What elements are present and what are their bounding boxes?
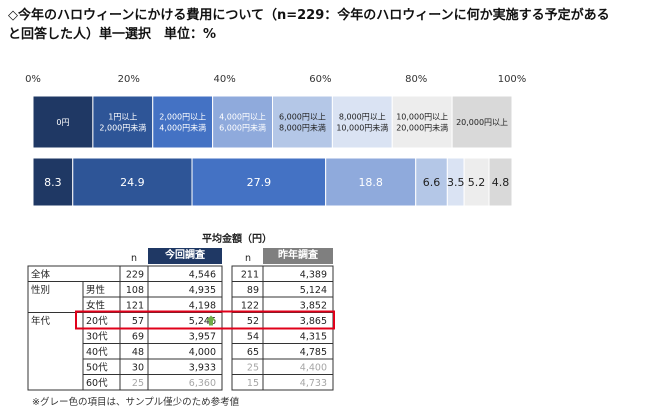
row-sub-label: 女性 <box>86 300 106 312</box>
row-n-previous: 89 <box>247 285 259 296</box>
highlight-box <box>75 310 335 330</box>
avg-amount-header: 平均金額（円） <box>202 234 272 245</box>
legend-label: 2,000円以上 4,000円未満 <box>159 113 206 133</box>
legend-swatch <box>272 95 333 149</box>
row-n-current: 69 <box>132 332 144 343</box>
row-sub-label: 男性 <box>86 284 106 296</box>
row-avg-current: 4,198 <box>189 301 216 312</box>
row-n-current: 229 <box>126 270 144 281</box>
row-sub-label: 20代 <box>86 316 108 327</box>
footnote: ※グレー色の項目は、サンプル僅少のため参考値 <box>32 397 240 408</box>
row-avg-current: 6,360 <box>189 378 216 389</box>
row-n-previous: 52 <box>247 316 259 327</box>
row-n-previous: 65 <box>247 347 259 358</box>
row-avg-previous: 3,852 <box>300 301 327 312</box>
legend-swatch <box>212 95 273 149</box>
bar-value-label: 5.2 <box>468 176 486 189</box>
n-header: n <box>245 253 251 264</box>
legend-label: 6,000円以上 8,000円未満 <box>279 113 326 133</box>
n-header: n <box>131 253 137 264</box>
legend-swatch <box>331 95 393 149</box>
legend-swatch <box>391 95 453 149</box>
current-survey-header: 今回調査 <box>148 248 222 264</box>
axis-tick-label: 40% <box>213 74 235 85</box>
row-sub-label: 60代 <box>86 378 108 389</box>
title-line-1: ◇今年のハロウィーンにかける費用について（n=229：今年のハロウィーンに何か実… <box>8 8 610 23</box>
row-sub-label: 50代 <box>86 363 108 374</box>
row-n-current: 25 <box>132 378 144 389</box>
legend-label: 1円以上 2,000円未満 <box>99 113 146 133</box>
bar-value-label: 24.9 <box>120 176 145 189</box>
row-sub-label: 30代 <box>86 332 108 343</box>
up-arrow-icon <box>206 315 216 326</box>
row-avg-previous: 5,124 <box>300 285 327 296</box>
bar-value-label: 27.9 <box>247 176 272 189</box>
row-avg-previous: 4,315 <box>300 332 327 343</box>
row-avg-current: 3,933 <box>189 363 216 374</box>
previous-survey-header: 昨年調査 <box>263 248 333 264</box>
legend-swatch <box>92 95 154 149</box>
bar-segment <box>463 157 490 207</box>
bar-segment <box>32 157 74 207</box>
row-avg-previous: 3,865 <box>300 316 327 327</box>
legend-label: 8,000円以上 10,000円未満 <box>336 113 388 133</box>
title-line-2: と回答した人）単一選択 単位：% <box>8 27 217 42</box>
row-n-current: 121 <box>126 301 144 312</box>
bar-value-label: 18.8 <box>358 176 383 189</box>
legend-label: 0円 <box>56 118 69 127</box>
legend-label: 10,000円以上 20,000円未満 <box>396 113 448 133</box>
row-avg-current: 5,246 <box>189 316 216 327</box>
axis-tick-label: 0% <box>25 74 41 85</box>
bar-segment <box>325 157 417 207</box>
row-n-previous: 25 <box>247 363 259 374</box>
bar-segment <box>72 157 193 207</box>
row-avg-previous: 4,785 <box>300 347 327 358</box>
row-n-current: 57 <box>132 316 144 327</box>
row-n-current: 108 <box>126 285 144 296</box>
axis-tick-label: 80% <box>405 74 427 85</box>
row-sub-label: 40代 <box>86 347 108 358</box>
legend-label: 4,000円以上 6,000円未満 <box>219 113 266 133</box>
bar-segment <box>488 157 513 207</box>
row-avg-previous: 4,733 <box>300 378 327 389</box>
bar-value-label: 4.8 <box>492 176 510 189</box>
legend-swatch <box>152 95 214 149</box>
axis-tick-label: 60% <box>309 74 331 85</box>
row-n-previous: 15 <box>247 378 259 389</box>
bar-value-label: 8.3 <box>44 176 62 189</box>
legend-label: 20,000円以上 <box>456 118 508 127</box>
row-group-label: 年代 <box>31 315 51 327</box>
bar-segment <box>191 157 327 207</box>
row-n-current: 48 <box>132 347 144 358</box>
row-avg-previous: 4,400 <box>300 363 327 374</box>
row-group-label: 性別 <box>31 284 50 296</box>
row-n-previous: 54 <box>247 332 259 343</box>
page-title: ◇今年のハロウィーンにかける費用について（n=229：今年のハロウィーンに何か実… <box>8 6 638 44</box>
row-n-current: 30 <box>132 363 144 374</box>
bar-value-label: 3.5 <box>447 176 465 189</box>
row-avg-current: 3,957 <box>189 332 216 343</box>
bar-value-label: 6.6 <box>423 176 441 189</box>
row-n-previous: 211 <box>241 270 259 281</box>
axis-tick-label: 100% <box>498 74 527 85</box>
row-n-previous: 122 <box>241 301 259 312</box>
row-group-label: 全体 <box>31 269 51 281</box>
row-avg-current: 4,000 <box>189 347 216 358</box>
row-avg-current: 4,546 <box>189 270 216 281</box>
legend-swatch <box>451 95 513 149</box>
row-avg-previous: 4,389 <box>300 270 327 281</box>
legend-swatch <box>32 95 94 149</box>
row-avg-current: 4,935 <box>189 285 216 296</box>
axis-tick-label: 20% <box>118 74 140 85</box>
bar-segment <box>415 157 448 207</box>
